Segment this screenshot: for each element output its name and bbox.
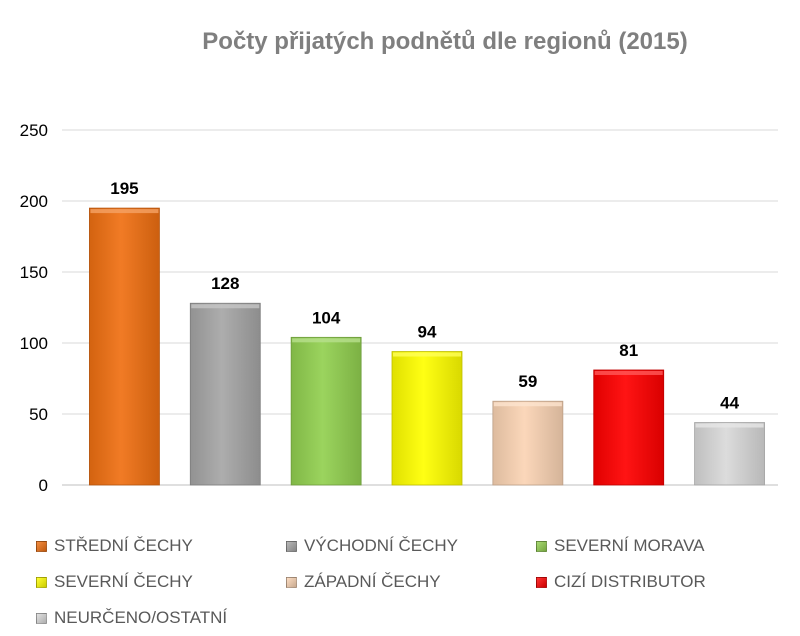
data-label: 44 bbox=[720, 394, 739, 413]
legend-label: NEURČENO/OSTATNÍ bbox=[54, 608, 228, 627]
bar-body bbox=[694, 422, 765, 486]
legend-item: SEVERNÍ ČECHY bbox=[36, 564, 286, 600]
legend-label: VÝCHODNÍ ČECHY bbox=[304, 536, 458, 555]
legend-item: NEURČENO/OSTATNÍ bbox=[36, 600, 286, 636]
bar bbox=[391, 351, 463, 486]
bar-bevel bbox=[594, 370, 663, 375]
legend-label: ZÁPADNÍ ČECHY bbox=[304, 572, 441, 591]
bar-body bbox=[593, 369, 665, 486]
legend-swatch bbox=[286, 576, 297, 588]
bar-bevel bbox=[292, 338, 361, 343]
data-label: 94 bbox=[418, 323, 437, 342]
y-tick-label: 50 bbox=[29, 405, 48, 424]
legend-item: SEVERNÍ MORAVA bbox=[536, 528, 786, 564]
y-tick-label: 100 bbox=[20, 334, 48, 353]
data-label: 128 bbox=[211, 274, 239, 293]
bar bbox=[694, 422, 765, 486]
legend-label: CIZÍ DISTRIBUTOR bbox=[554, 572, 706, 591]
bar-body bbox=[89, 207, 160, 486]
bar bbox=[89, 207, 160, 486]
bar bbox=[593, 369, 665, 486]
y-tick-label: 200 bbox=[20, 192, 48, 211]
bar bbox=[290, 336, 362, 486]
legend-swatch bbox=[536, 576, 547, 588]
legend-swatch bbox=[536, 540, 547, 552]
y-tick-label: 250 bbox=[20, 121, 48, 140]
y-axis: 0 50 100 150 200 250 bbox=[20, 121, 48, 495]
bar-body bbox=[189, 302, 261, 486]
bar-bevel bbox=[695, 423, 764, 428]
bar-bevel bbox=[493, 402, 562, 407]
legend-item: ZÁPADNÍ ČECHY bbox=[286, 564, 536, 600]
data-label: 195 bbox=[110, 179, 138, 198]
y-tick-label: 0 bbox=[39, 476, 48, 495]
legend-label: SEVERNÍ MORAVA bbox=[554, 536, 705, 555]
data-label: 104 bbox=[312, 308, 341, 327]
bar-chart: 0 50 100 150 200 250 195 128 104 94 59 81 44 bbox=[20, 121, 778, 495]
bar-bevel bbox=[191, 304, 260, 309]
bar-body bbox=[492, 400, 564, 486]
data-label: 81 bbox=[619, 341, 638, 360]
legend-item: CIZÍ DISTRIBUTOR bbox=[536, 564, 786, 600]
legend: STŘEDNÍ ČECHY VÝCHODNÍ ČECHY SEVERNÍ MORAV… bbox=[36, 528, 796, 636]
legend-item: STŘEDNÍ ČECHY bbox=[36, 528, 286, 564]
legend-swatch bbox=[36, 576, 47, 588]
bar-body bbox=[290, 336, 362, 486]
legend-swatch bbox=[286, 540, 297, 552]
legend-label: STŘEDNÍ ČECHY bbox=[54, 536, 193, 555]
legend-swatch bbox=[36, 540, 47, 552]
bar bbox=[189, 302, 261, 486]
chart-title: Počty přijatých podnětů dle regionů (201… bbox=[202, 28, 688, 55]
bar-bevel bbox=[90, 209, 159, 214]
y-tick-label: 150 bbox=[20, 263, 48, 282]
legend-swatch bbox=[36, 612, 47, 624]
bar-body bbox=[391, 351, 463, 486]
legend-item: VÝCHODNÍ ČECHY bbox=[286, 528, 536, 564]
bar bbox=[492, 400, 564, 486]
legend-label: SEVERNÍ ČECHY bbox=[54, 572, 193, 591]
data-labels: 195 128 104 94 59 81 44 bbox=[110, 179, 739, 412]
bars bbox=[89, 207, 765, 486]
data-label: 59 bbox=[518, 372, 537, 391]
bar-bevel bbox=[393, 352, 461, 357]
